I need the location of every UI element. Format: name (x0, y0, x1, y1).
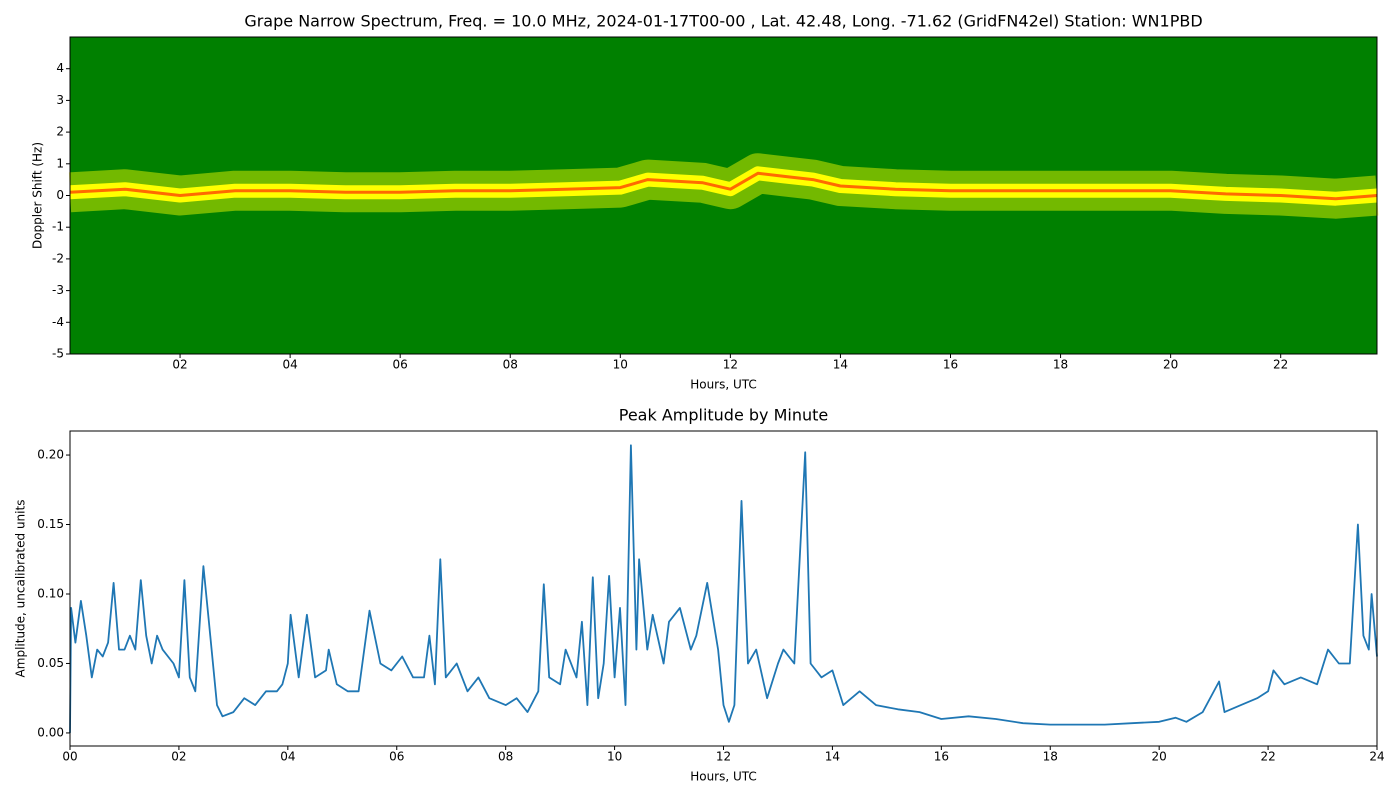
x-tick-label: 16 (934, 750, 949, 764)
x-tick-label: 24 (1369, 750, 1384, 764)
x-tick-label: 06 (389, 750, 404, 764)
y-axis-label: Doppler Shift (Hz) (31, 142, 45, 249)
y-axis-label: Amplitude, uncalibrated units (14, 500, 28, 678)
y-tick-label: -4 (52, 315, 64, 329)
x-tick-label: 14 (833, 358, 848, 372)
chart-title: Peak Amplitude by Minute (619, 406, 829, 425)
x-axis-label: Hours, UTC (690, 378, 757, 392)
y-tick-label: 0.15 (37, 517, 64, 531)
x-tick-label: 22 (1273, 358, 1288, 372)
chart-title: Grape Narrow Spectrum, Freq. = 10.0 MHz,… (244, 12, 1202, 31)
y-tick-label: -5 (52, 347, 64, 361)
x-tick-label: 02 (171, 750, 186, 764)
x-axis-label: Hours, UTC (690, 770, 757, 784)
y-tick-label: -1 (52, 220, 64, 234)
x-tick-label: 22 (1260, 750, 1275, 764)
amplitude-line (69, 444, 1378, 733)
x-tick-label: 10 (607, 750, 622, 764)
x-tick-label: 08 (503, 358, 518, 372)
x-tick-label: 04 (280, 750, 295, 764)
x-tick-label: 06 (393, 358, 408, 372)
x-tick-label: 02 (172, 358, 187, 372)
x-tick-label: 10 (613, 358, 628, 372)
y-tick-label: -3 (52, 283, 64, 297)
x-tick-label: 08 (498, 750, 513, 764)
y-tick-label: 4 (56, 61, 64, 75)
x-tick-label: 16 (943, 358, 958, 372)
y-tick-label: 0.10 (37, 586, 64, 600)
x-tick-label: 04 (282, 358, 297, 372)
y-tick-label: 0 (56, 188, 64, 202)
y-tick-label: 0.20 (37, 448, 64, 462)
x-tick-label: 14 (825, 750, 840, 764)
x-tick-label: 12 (723, 358, 738, 372)
x-tick-label: 00 (62, 750, 77, 764)
y-tick-label: 2 (56, 125, 64, 139)
y-tick-label: 1 (56, 156, 64, 170)
y-tick-label: 3 (56, 93, 64, 107)
y-tick-label: -2 (52, 251, 64, 265)
y-tick-label: 0.05 (37, 656, 64, 670)
x-tick-label: 20 (1152, 750, 1167, 764)
y-tick-label: 0.00 (37, 725, 64, 739)
doppler-trace (69, 171, 1378, 201)
x-tick-label: 20 (1163, 358, 1178, 372)
x-tick-label: 18 (1043, 750, 1058, 764)
x-tick-label: 18 (1053, 358, 1068, 372)
x-tick-label: 12 (716, 750, 731, 764)
